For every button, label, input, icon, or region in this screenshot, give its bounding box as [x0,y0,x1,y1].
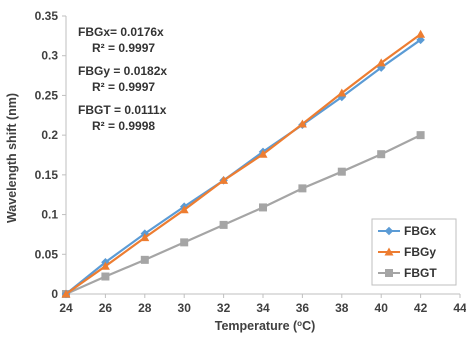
legend-marker-fbgt [385,269,393,277]
x-tick-label: 28 [138,301,152,315]
x-tick-label: 42 [414,301,428,315]
x-tick-label: 44 [453,301,466,315]
series-fbgt [62,131,425,298]
data-point-fbgt [416,131,425,140]
y-tick-label: 0.35 [35,9,59,23]
y-tick-label: 0.2 [41,128,58,142]
legend-marker-fbgx [384,226,394,236]
data-point-fbgy [258,149,268,158]
x-axis-title-suffix: C) [302,319,315,333]
x-tick-label: 40 [375,301,389,315]
data-point-fbgy [337,88,347,97]
data-point-fbgt [219,220,228,229]
fbgy-r2: R² = 0.9997 [92,80,155,94]
legend-item-fbgt: FBGT [378,266,437,280]
series-line-fbgy [65,33,422,295]
data-point-fbgy [140,233,150,242]
annotations: FBGx= 0.0176x R² = 0.9997 FBGy = 0.0182x… [78,25,167,133]
fbgy-equation: FBGy = 0.0182x [78,64,167,78]
data-point-fbgy [376,58,386,67]
data-point-fbgt [337,167,346,176]
y-tick-label: 0.25 [35,88,59,102]
data-point-fbgy [297,119,307,128]
data-point-fbgy [179,205,189,214]
x-axis-title: Temperature (oC) [215,319,316,334]
legend-item-fbgy: FBGy [378,245,436,259]
axes [65,16,460,295]
legend-label-fbgy: FBGy [404,245,436,259]
fbgt-equation: FBGT = 0.0111x [78,103,167,117]
y-tick-label: 0.3 [41,49,58,63]
x-axis-ticks: 24 26 28 30 32 34 36 38 40 42 44 [59,294,466,315]
data-point-fbgy [219,175,229,184]
fbgt-r2: R² = 0.9998 [92,119,155,133]
data-point-fbgt [259,203,267,212]
data-point-fbgy [61,289,71,298]
x-tick-label: 34 [256,301,270,315]
y-axis-ticks: 0 0.05 0.1 0.15 0.2 0.25 0.3 0.35 [35,9,66,301]
data-point-fbgt [180,238,189,247]
x-axis-title-main: Temperature ( [215,319,298,333]
data-point-fbgt [101,272,110,281]
legend-label-fbgt: FBGT [404,266,437,280]
data-point-fbgt [377,150,386,159]
x-tick-label: 36 [296,301,310,315]
x-tick-label: 26 [99,301,113,315]
legend-item-fbgx: FBGx [378,224,436,238]
x-tick-label: 30 [178,301,192,315]
y-axis-title: Wavelength shift (nm) [5,93,19,223]
data-point-fbgy [416,29,426,38]
x-tick-label: 24 [59,301,73,315]
y-tick-label: 0 [51,287,58,301]
x-tick-label: 38 [335,301,349,315]
series-fbgy [61,29,426,298]
y-tick-label: 0.1 [41,208,58,222]
legend-marker-fbgy [384,247,394,256]
legend-label-fbgx: FBGx [404,224,436,238]
x-axis-title-sup: o [297,319,302,328]
fbgx-equation: FBGx= 0.0176x [78,25,164,39]
fbgx-r2: R² = 0.9997 [92,41,155,55]
series-line-fbgt [65,134,422,296]
legend: FBGx FBGy FBGT [371,218,457,286]
x-tick-label: 32 [217,301,231,315]
data-point-fbgy [100,261,110,270]
series-layer [61,29,426,299]
y-tick-label: 0.15 [35,168,59,182]
data-point-fbgt [140,255,149,264]
y-tick-label: 0.05 [35,247,59,261]
data-point-fbgt [298,184,307,193]
